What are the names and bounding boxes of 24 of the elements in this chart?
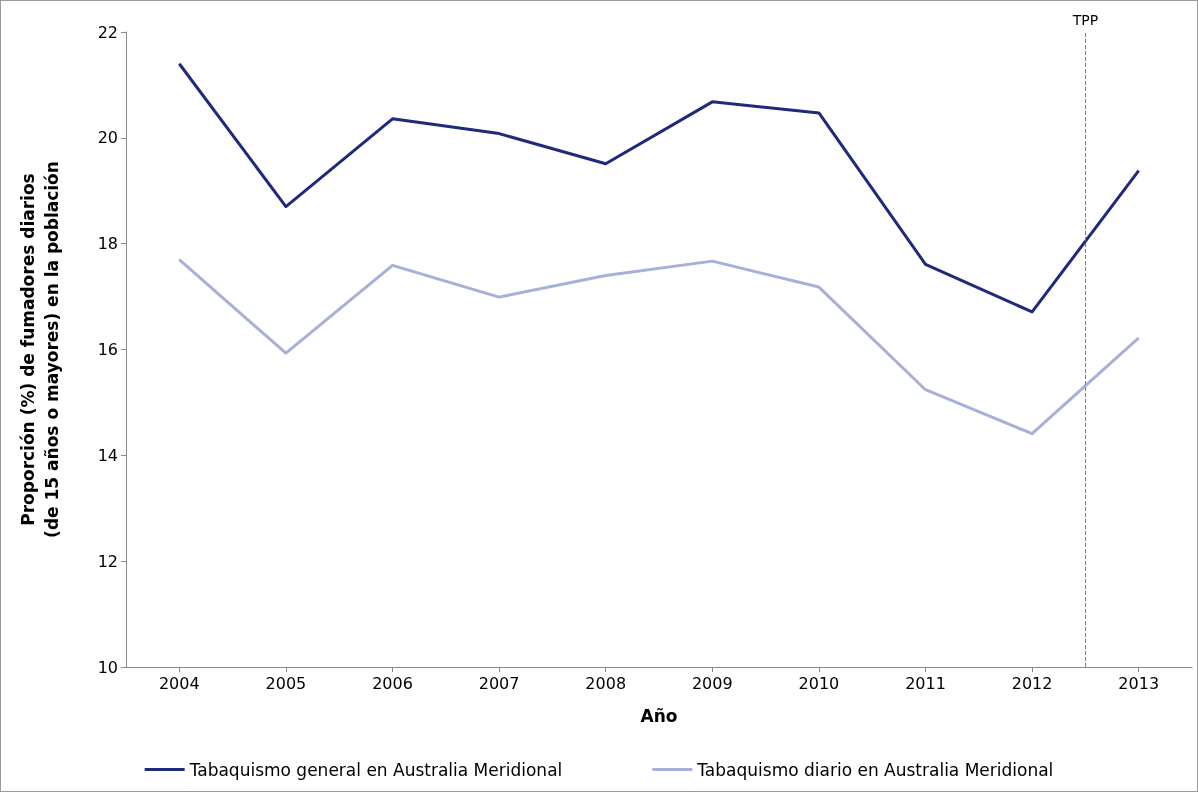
x-tick-label: 2007 <box>478 673 520 693</box>
line-series <box>177 62 1141 314</box>
x-tick-label: 2006 <box>372 673 413 693</box>
y-tick-label: 20 <box>97 128 118 148</box>
x-tick-label: 2013 <box>1118 673 1160 693</box>
y-tick-label: 12 <box>97 551 118 571</box>
x-tick-label: 2010 <box>798 673 840 693</box>
y-tick-label: 22 <box>97 22 118 42</box>
x-tick-label: 2008 <box>585 673 627 693</box>
x-axis-title: Año <box>640 705 678 726</box>
y-tick-label: 14 <box>97 445 118 465</box>
ref-line-label: TPP <box>1071 12 1099 28</box>
y-tick-label: 16 <box>97 340 118 359</box>
x-tick-label: 2011 <box>905 673 946 693</box>
legend-label: Tabaquismo diario en Australia Meridional <box>696 759 1054 780</box>
y-tick-label: 18 <box>97 234 118 254</box>
x-tick-label: 2012 <box>1011 673 1053 693</box>
y-axis-title: Proporción (%) de fumadores diarios (de 15 años o mayores) en la población <box>18 161 62 538</box>
legend-label: Tabaquismo general en Australia Meridional <box>188 759 563 780</box>
line-series <box>177 258 1141 436</box>
y-tick-label: 10 <box>97 657 118 677</box>
x-tick-label: 2009 <box>691 673 733 693</box>
x-tick-label: 2005 <box>265 673 307 693</box>
x-tick-label: 2004 <box>158 673 200 693</box>
